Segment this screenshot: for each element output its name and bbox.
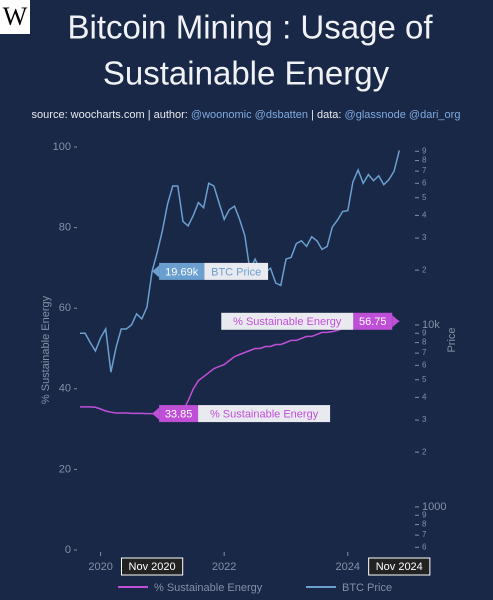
y2-tick-label: 5 (422, 375, 427, 384)
source-part: @glassnode @dari_org (345, 109, 461, 121)
chart-title: Bitcoin Mining : Usage of (67, 9, 433, 46)
hover-name-box (204, 262, 269, 280)
source-part: @woonomic @dsbatten (191, 109, 308, 121)
y-tick-label: 60 (59, 302, 71, 314)
hover-value: 56.75 (359, 316, 387, 328)
hover-pointer (152, 265, 160, 278)
y2-tick-label: 7 (422, 348, 427, 357)
hover-name-box (221, 312, 354, 330)
hover-value-box (353, 312, 393, 330)
source-part: | data: (308, 109, 345, 121)
y-tick-label: 80 (59, 222, 71, 234)
source: source: woocharts.com | author: @woonomi… (32, 109, 461, 121)
x-tick-label: 2024 (336, 561, 360, 573)
legend-label: % Sustainable Energy (154, 582, 263, 594)
y2-tick-label: 5 (422, 193, 427, 202)
y2-tick-label: 2 (422, 447, 427, 456)
y-axis-title: % Sustainable Energy (40, 295, 52, 404)
y2-tick-label: 3 (422, 233, 427, 242)
source-part: source: woocharts.com | author: (32, 109, 191, 121)
chart-title: Sustainable Energy (103, 55, 390, 92)
hover-name: % Sustainable Energy (210, 408, 319, 420)
y2-tick-label: 6 (422, 360, 427, 369)
series-line (80, 150, 401, 373)
hover-name-box (198, 405, 331, 423)
y2-tick-label: 10k (422, 319, 440, 331)
y2-tick-label: 4 (422, 392, 427, 401)
y2-tick-label: 3 (422, 415, 427, 424)
y2-tick-label: 2 (422, 265, 427, 274)
hover-x-box (120, 557, 184, 576)
logo: W (3, 2, 28, 31)
y-tick-label: 40 (59, 383, 71, 395)
y2-tick-label: 8 (422, 156, 427, 165)
y2-tick-label: 6 (422, 542, 427, 551)
y2-tick-label: 4 (422, 210, 427, 219)
y-tick-label: 20 (59, 463, 71, 475)
hover-x-label: Nov 2020 (129, 561, 176, 573)
y2-tick-label: 8 (422, 520, 427, 529)
hover-value: 19.69k (165, 266, 199, 278)
x-tick-label: 2020 (88, 561, 112, 573)
hover-x-box (368, 557, 431, 576)
y2-tick-label: 7 (422, 530, 427, 539)
y2-tick-label: 1000 (422, 501, 446, 513)
x-tick-label: 2022 (212, 561, 236, 573)
hover-x-label: Nov 2024 (376, 561, 423, 573)
hover-value: 33.85 (165, 408, 193, 420)
y2-tick-label: 9 (422, 510, 427, 519)
hover-pointer (152, 407, 160, 420)
hover-value-box (159, 405, 199, 423)
y2-tick-label: 7 (422, 166, 427, 175)
hover-name: BTC Price (211, 266, 261, 278)
y2-tick-label: 8 (422, 338, 427, 347)
y-tick-label: 0 (65, 544, 71, 556)
hover-pointer (392, 315, 400, 328)
y2-tick-label: 6 (422, 178, 427, 187)
hover-value-box (159, 262, 205, 280)
y2-tick-label: 9 (422, 146, 427, 155)
y-tick-label: 100 (53, 141, 71, 153)
y2-axis-title: Price (446, 327, 458, 352)
y2-tick-label: 9 (422, 328, 427, 337)
logo-box (0, 0, 30, 34)
hover-name: % Sustainable Energy (233, 316, 342, 328)
legend-label: BTC Price (342, 582, 392, 594)
